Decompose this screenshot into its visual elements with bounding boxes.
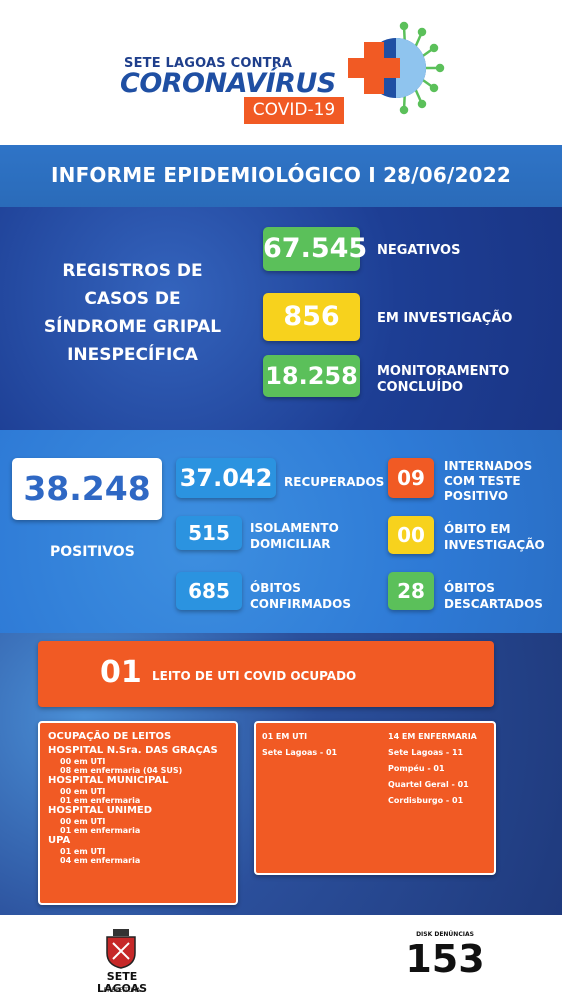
internados-label: INTERNADOS COM TESTE POSITIVO [444,459,532,504]
investigacao-box: 856 [263,293,360,341]
leito-uti-panel: 01 LEITO DE UTI COVID OCUPADO [38,641,494,707]
positivos-box: 38.248 [12,458,162,520]
logo-top-text: SETE LAGOAS CONTRA [124,56,293,71]
isolamento-label-line2: DOMICILIAR [250,537,331,551]
title-bar: INFORME EPIDEMIOLÓGICO I 28/06/2022 [0,145,562,207]
negativos-label: NEGATIVOS [377,243,461,258]
city-count-item: Cordisburgo - 01 [388,796,464,805]
obitos-confirmados-label-line1: ÓBITOS [250,581,301,595]
leito-uti-label: LEITO DE UTI COVID OCUPADO [152,669,357,683]
monitoramento-box: 18.258 [263,355,360,397]
sgi-label: REGISTROS DE CASOS DE SÍNDROME GRIPAL IN… [43,261,222,365]
internados-label-line1: INTERNADOS [444,459,533,473]
ocupacao-panel: OCUPAÇÃO DE LEITOS HOSPITAL N.Sra. DAS G… [38,721,238,905]
city-count-item: Sete Lagoas - 01 [262,748,338,757]
investigacao-label: EM INVESTIGAÇÃO [377,311,513,326]
obitos-descartados-label: ÓBITOS DESCARTADOS [444,580,543,612]
hospital-detail: 01 em enfermaria [60,826,141,835]
monitoramento-label: MONITORAMENTO CONCLUÍDO [377,364,509,396]
city-count-item: Pompéu - 01 [388,764,445,773]
leitos-section: 01 LEITO DE UTI COVID OCUPADO OCUPAÇÃO D… [0,633,562,915]
hospital-detail: 00 em UTI [60,787,106,796]
footer: SETE LAGOAS PREFEITURA DISK DENÚNCIAS 15… [0,915,562,1000]
internados-box: 09 [388,458,434,498]
logo-main-text: CORONAVÍRUS [120,68,336,99]
hospital-detail: 00 em UTI [60,757,106,766]
isolamento-box: 515 [176,516,242,550]
internados-label-line3: POSITIVO [444,489,509,503]
monitoramento-label-line1: MONITORAMENTO [377,364,510,379]
distribuicao-panel: 01 EM UTI Sete Lagoas - 01 14 EM ENFERMA… [254,721,496,875]
recuperados-value: 37.042 [179,464,273,492]
prefeitura-label: PREFEITURA [103,987,141,994]
obitos-confirmados-label-line2: CONFIRMADOS [250,597,351,611]
positivos-value: 38.248 [23,469,151,508]
leito-uti-value: 01 [100,655,142,690]
monitoramento-label-line2: CONCLUÍDO [377,380,464,395]
hospital-detail: 00 em UTI [60,817,106,826]
logo-covid-badge: COVID-19 [244,97,344,124]
enfermaria-title: 14 EM ENFERMARIA [388,732,477,741]
disk-number: 153 [405,937,485,981]
enfermaria-list: Sete Lagoas - 11 Pompéu - 01 Quartel Geral… [388,745,469,809]
disk-label: DISK DENÚNCIAS [416,931,474,938]
isolamento-value: 515 [188,521,230,545]
obitos-confirmados-box: 685 [176,572,242,610]
hospital-name: HOSPITAL N.Sra. DAS GRAÇAS [48,745,218,756]
hospital-name: HOSPITAL UNIMED [48,805,153,816]
obitos-descartados-label-line1: ÓBITOS [444,581,495,595]
sgi-section: REGISTROS DE CASOS DE SÍNDROME GRIPAL IN… [0,207,562,430]
investigacao-value: 856 [283,301,340,332]
city-count-item: Quartel Geral - 01 [388,780,469,789]
obito-investigacao-label-line2: INVESTIGAÇÃO [444,538,545,552]
isolamento-label-line1: ISOLAMENTO [250,521,339,535]
obitos-descartados-box: 28 [388,572,434,610]
negativos-box: 67.545 [263,227,367,271]
hospital-name: UPA [48,835,71,846]
coat-of-arms-icon [106,929,136,969]
positivos-section: 38.248 POSITIVOS 37.042 RECUPERADOS 515 … [0,430,562,633]
virus-plus-icon [348,21,445,115]
ocupacao-list: HOSPITAL N.Sra. DAS GRAÇAS 00 em UTI 08 em… [48,745,218,865]
hospital-detail: 08 em enfermaria (04 SUS) [60,766,183,775]
recuperados-label: RECUPERADOS [284,475,385,489]
hospital-name: HOSPITAL MUNICIPAL [48,775,169,786]
internados-label-line2: COM TESTE [444,474,521,488]
obitos-confirmados-label: ÓBITOS CONFIRMADOS [250,580,351,612]
positivos-label: POSITIVOS [50,544,135,560]
hospital-detail: 01 em UTI [60,847,106,856]
obito-investigacao-value: 00 [397,523,425,547]
isolamento-label: ISOLAMENTO DOMICILIAR [250,520,339,552]
hospital-detail: 01 em enfermaria [60,796,141,805]
internados-value: 09 [397,466,425,490]
negativos-value: 67.545 [263,233,368,264]
obitos-descartados-label-line2: DESCARTADOS [444,597,543,611]
hospital-detail: 04 em enfermaria [60,856,141,865]
obito-investigacao-label-line1: ÓBITO EM [444,522,511,536]
report-title: INFORME EPIDEMIOLÓGICO I 28/06/2022 [50,163,512,187]
uti-list: Sete Lagoas - 01 [262,745,337,761]
city-name: SETE LAGOAS [96,970,148,995]
obitos-confirmados-value: 685 [188,579,230,603]
recuperados-box: 37.042 [176,458,276,498]
header: SETE LAGOAS CONTRA CORONAVÍRUS COVID-19 [0,0,562,145]
obitos-descartados-value: 28 [397,579,425,603]
uti-title: 01 EM UTI [262,732,308,741]
obito-investigacao-label: ÓBITO EM INVESTIGAÇÃO [444,521,545,553]
monitoramento-value: 18.258 [265,362,358,390]
city-count-item: Sete Lagoas - 11 [388,748,464,757]
ocupacao-title: OCUPAÇÃO DE LEITOS [48,731,172,742]
obito-investigacao-box: 00 [388,516,434,554]
